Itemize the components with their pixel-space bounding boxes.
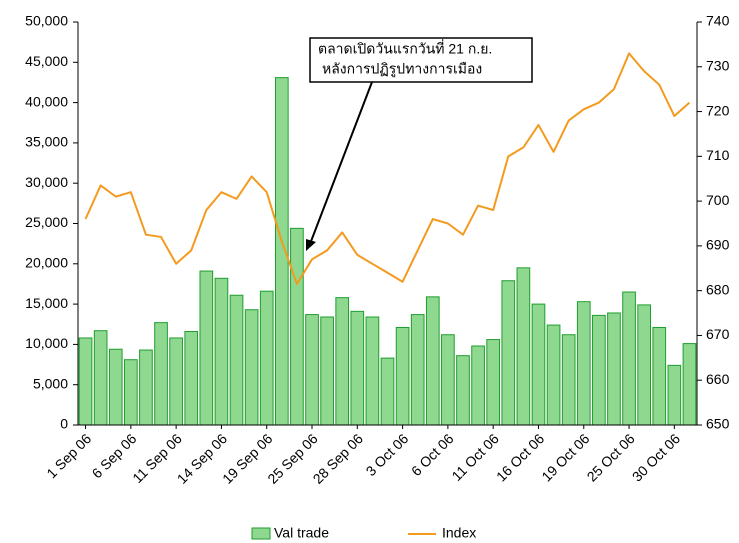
- y-tick-label: 10,000: [25, 335, 68, 351]
- bar: [320, 316, 334, 426]
- bar: [441, 334, 455, 426]
- y-tick-label: 45,000: [25, 53, 68, 69]
- bar: [169, 337, 183, 426]
- bar: [410, 314, 425, 426]
- y2-tick-label: 690: [706, 237, 730, 253]
- bar: [214, 277, 229, 426]
- y-tick-label: 0: [60, 416, 68, 432]
- bar: [380, 357, 395, 426]
- bar: [516, 267, 531, 426]
- y-tick-label: 15,000: [25, 295, 68, 311]
- legend-label: Val trade: [274, 525, 329, 541]
- line: [84, 52, 691, 285]
- x-tick-label: 3 Oct 06: [363, 430, 412, 479]
- bar: [546, 324, 561, 426]
- bar: [637, 304, 651, 426]
- bar: [607, 312, 621, 426]
- bar: [561, 334, 576, 426]
- legend-swatch: [251, 527, 271, 540]
- bar: [622, 291, 636, 426]
- arrow-head: [306, 239, 316, 251]
- y-tick-label: 25,000: [25, 214, 68, 230]
- y2-tick-label: 660: [706, 371, 730, 387]
- bar: [501, 280, 516, 426]
- x-tick-label: 30 Oct 06: [629, 430, 683, 484]
- bar: [667, 364, 682, 426]
- bar: [471, 345, 485, 426]
- x-tick-label: 25 Oct 06: [584, 430, 638, 484]
- y-tick-label: 50,000: [25, 13, 68, 29]
- bar: [425, 296, 440, 426]
- bar: [199, 270, 214, 426]
- bar: [305, 314, 319, 426]
- bar: [456, 355, 470, 426]
- bar: [184, 331, 199, 426]
- y2-tick-label: 720: [706, 102, 730, 118]
- bar: [365, 316, 380, 426]
- bar: [486, 339, 501, 426]
- y-tick-label: 40,000: [25, 93, 68, 109]
- bar: [229, 294, 244, 426]
- y-tick-label: 30,000: [25, 174, 68, 190]
- x-tick-label: 1 Sep 06: [43, 430, 94, 481]
- y2-tick-label: 710: [706, 147, 730, 163]
- bar: [139, 349, 153, 426]
- annotation-arrow: [309, 81, 373, 245]
- bar: [154, 322, 168, 426]
- bar: [350, 310, 365, 426]
- bar: [335, 297, 350, 426]
- bar: [576, 301, 591, 426]
- x-tick-label: 28 Sep 06: [310, 430, 367, 487]
- y2-tick-label: 740: [706, 13, 730, 29]
- bar: [531, 303, 546, 426]
- legend-label: Index: [442, 525, 476, 541]
- bar: [592, 314, 606, 426]
- annotation: หลังการปฏิรูปทางการเมือง: [322, 61, 482, 78]
- y2-tick-label: 650: [706, 416, 730, 432]
- bar: [682, 343, 697, 426]
- bar: [395, 326, 410, 426]
- y-tick-label: 20,000: [25, 255, 68, 271]
- bar: [259, 290, 274, 426]
- annotation-box: [309, 37, 533, 83]
- x-tick-label: 11 Oct 06: [448, 430, 502, 484]
- bar: [244, 309, 259, 426]
- bar: [78, 337, 93, 426]
- x-tick-label: 16 Oct 06: [493, 430, 547, 484]
- x-tick-label: 19 Oct 06: [538, 430, 592, 484]
- y2-tick-label: 730: [706, 57, 730, 73]
- y-tick-label: 35,000: [25, 134, 68, 150]
- y2-tick-label: 700: [706, 192, 730, 208]
- bar: [124, 359, 138, 426]
- bar: [652, 326, 667, 426]
- y2-tick-label: 670: [706, 326, 730, 342]
- annotation: ตลาดเปิดวันแรกวันที่ 21 ก.ย.: [318, 40, 492, 57]
- bar: [108, 348, 123, 426]
- bar: [93, 330, 108, 426]
- bar: [290, 227, 304, 426]
- y2-tick-label: 680: [706, 281, 730, 297]
- y-tick-label: 5,000: [33, 375, 68, 391]
